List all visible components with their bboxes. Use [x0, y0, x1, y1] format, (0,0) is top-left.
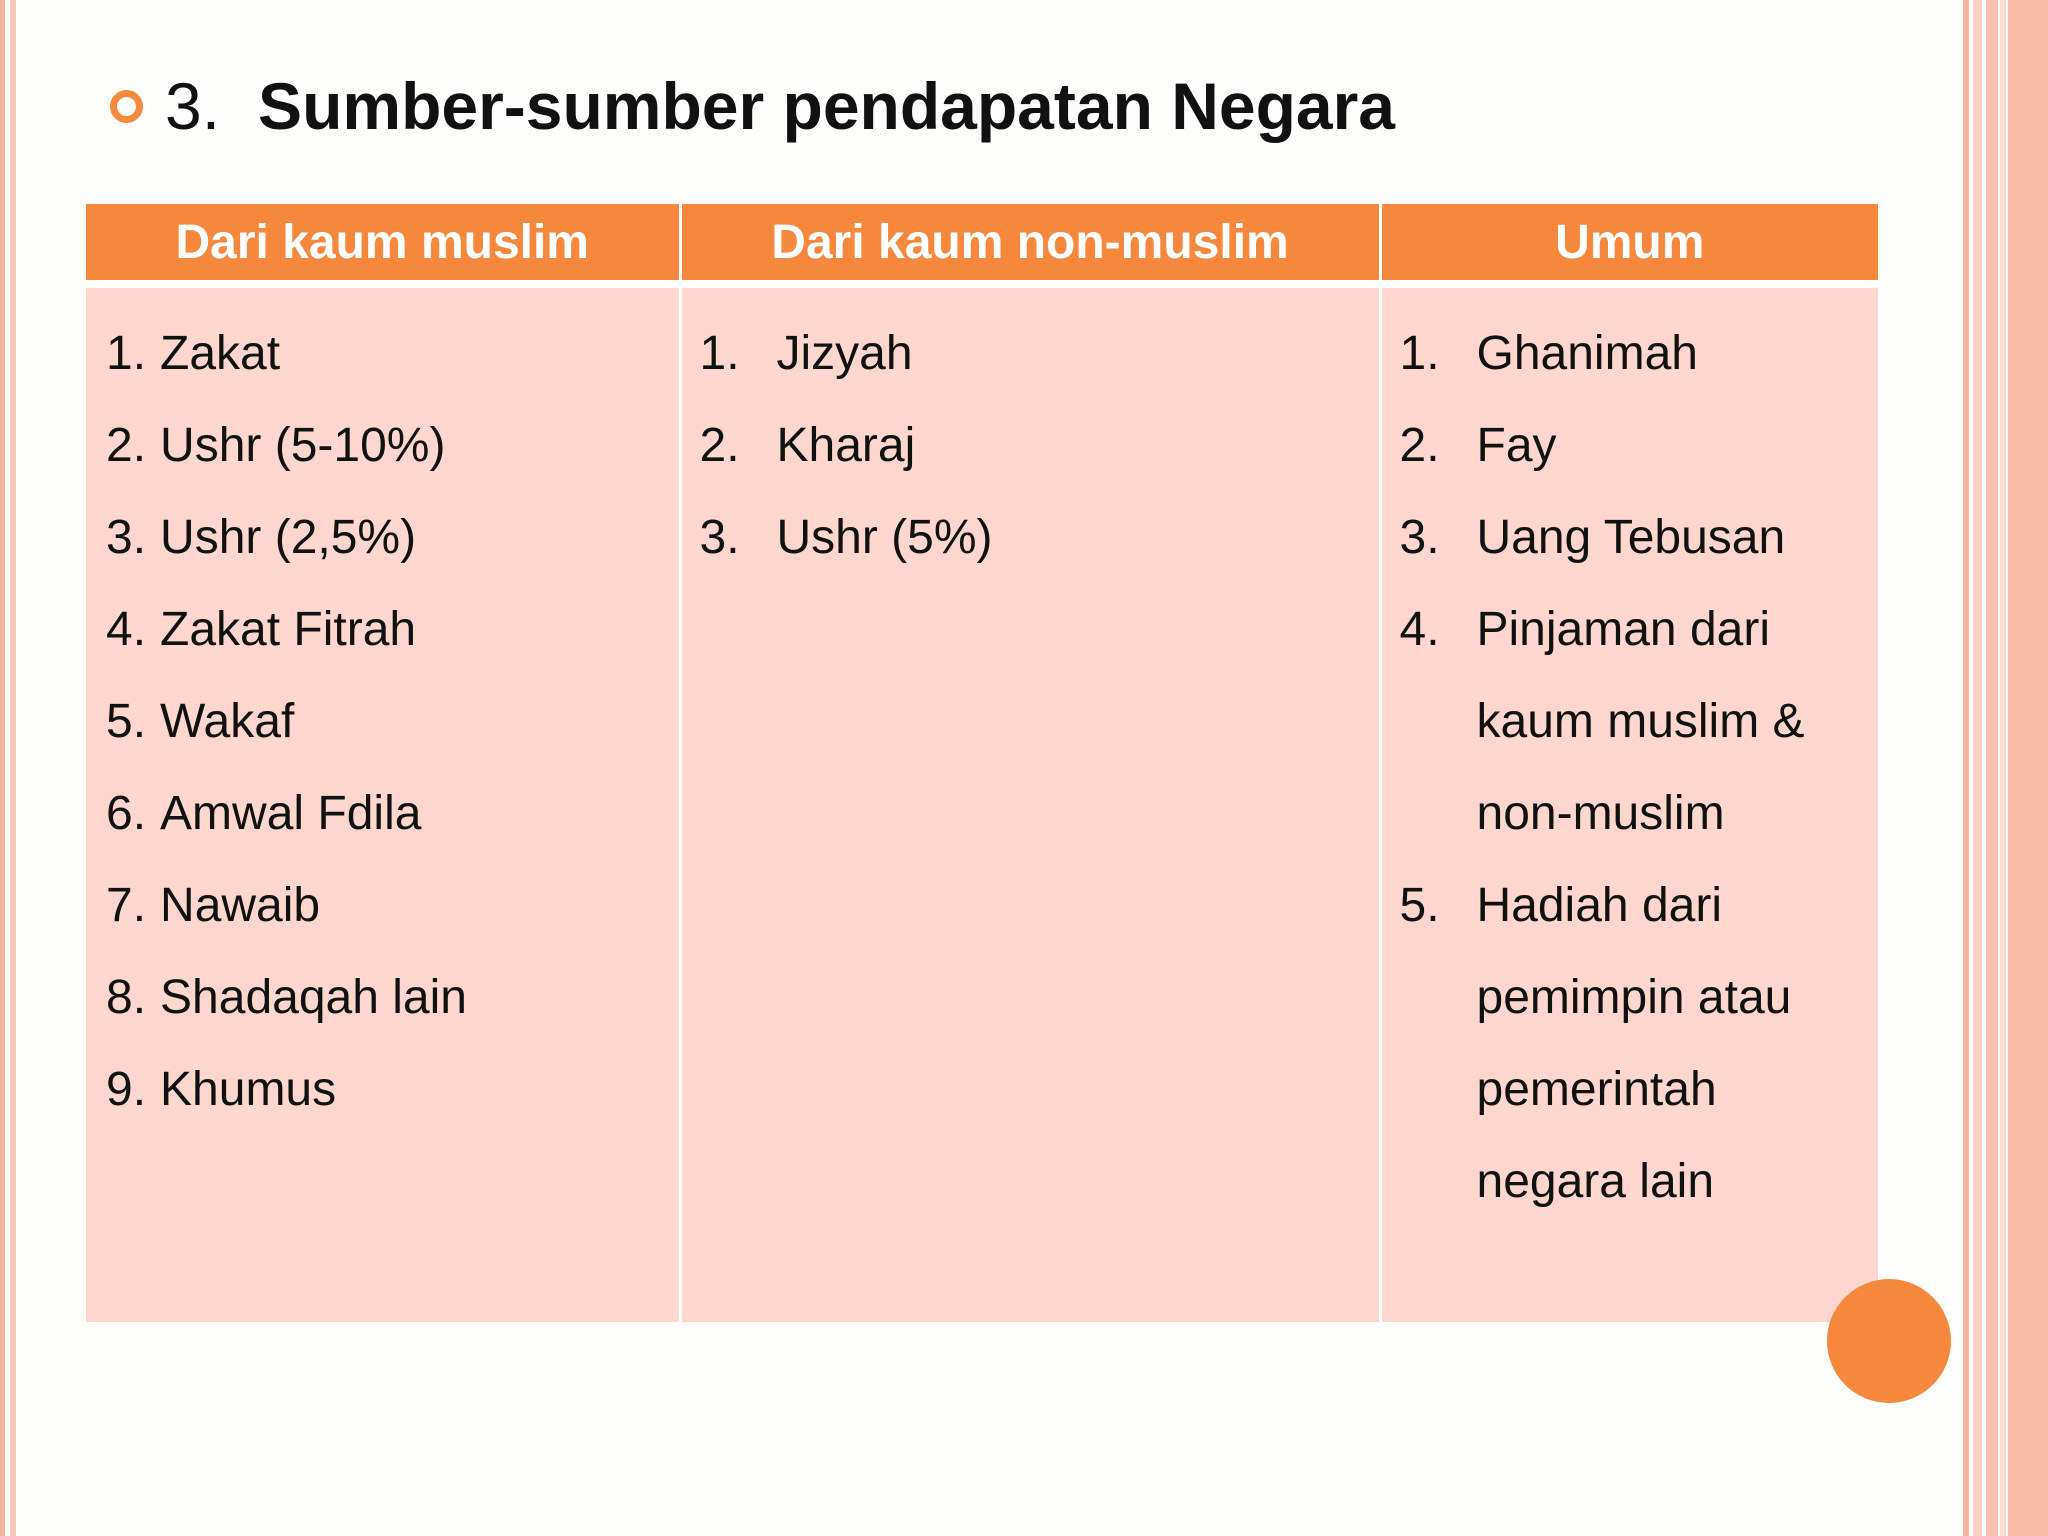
right-border-stripe — [1963, 0, 1969, 1536]
cell-general-sources: 1. Ghanimah 2. Fay 3. Uang Tebusan 4. Pinjam… — [1380, 284, 1878, 1322]
list-item: 5. Hadiah dari pemimpin atau pemerintah n… — [1399, 879, 1792, 1208]
table-row: 1. Zakat 2. Ushr (5-10%) 3. Ushr (2,5%) 4. Z… — [86, 284, 1878, 1322]
list-item: 3. Uang Tebusan — [1399, 511, 1786, 564]
title-text: Sumber-sumber pendapatan Negara — [258, 69, 1395, 143]
list-item: 3. Ushr (2,5%) — [106, 511, 417, 564]
slide-title: 3. Sumber-sumber pendapatan Negara — [110, 64, 1395, 148]
list-item: 3. Ushr (5%) — [699, 511, 993, 564]
list-item: 4. Zakat Fitrah — [106, 603, 417, 656]
list-item: 2. Fay — [1399, 419, 1557, 472]
cell-muslim-sources: 1. Zakat 2. Ushr (5-10%) 3. Ushr (2,5%) 4. Z… — [86, 284, 682, 1322]
title-number: 3. — [165, 69, 221, 143]
right-border-stripe — [1973, 0, 1982, 1536]
list-item: 2. Ushr (5-10%) — [106, 419, 446, 472]
revenue-sources-table: Dari kaum muslim Dari kaum non-muslim Um… — [86, 204, 1878, 1322]
right-border-stripe — [2000, 0, 2006, 1536]
right-border-stripe — [2008, 0, 2048, 1536]
decorative-circle — [1827, 1279, 1951, 1403]
list-item: 2. Kharaj — [699, 419, 916, 472]
muslim-sources-list: 1. Zakat 2. Ushr (5-10%) 3. Ushr (2,5%) 4. Z… — [86, 288, 679, 1136]
cell-non-muslim-sources: 1. Jizyah 2. Kharaj 3. Ushr (5%) — [680, 284, 1382, 1322]
list-item: 1. Jizyah — [699, 327, 913, 380]
list-item: 8. Shadaqah lain — [106, 971, 467, 1024]
general-sources-list: 1. Ghanimah 2. Fay 3. Uang Tebusan 4. Pinjam… — [1382, 288, 1879, 1228]
header-non-muslim: Dari kaum non-muslim — [680, 204, 1382, 288]
list-item: 4. Pinjaman dari kaum muslim & non-muslim — [1399, 603, 1805, 840]
header-muslim: Dari kaum muslim — [86, 204, 682, 288]
list-item: 5. Wakaf — [106, 695, 295, 748]
list-item: 6. Amwal Fdila — [106, 787, 422, 840]
left-border-stripe — [0, 0, 5, 1536]
bullet-ring-icon — [110, 89, 143, 123]
right-border-stripe — [1986, 0, 1998, 1536]
list-item: 1. Ghanimah — [1399, 327, 1698, 380]
header-umum: Umum — [1380, 204, 1878, 288]
list-item: 7. Nawaib — [106, 879, 321, 932]
table-header-row: Dari kaum muslim Dari kaum non-muslim Um… — [86, 204, 1878, 288]
left-border-stripe — [10, 0, 16, 1536]
list-item: 1. Zakat — [106, 327, 281, 380]
list-item: 9. Khumus — [106, 1063, 337, 1116]
non-muslim-sources-list: 1. Jizyah 2. Kharaj 3. Ushr (5%) — [682, 288, 1379, 584]
